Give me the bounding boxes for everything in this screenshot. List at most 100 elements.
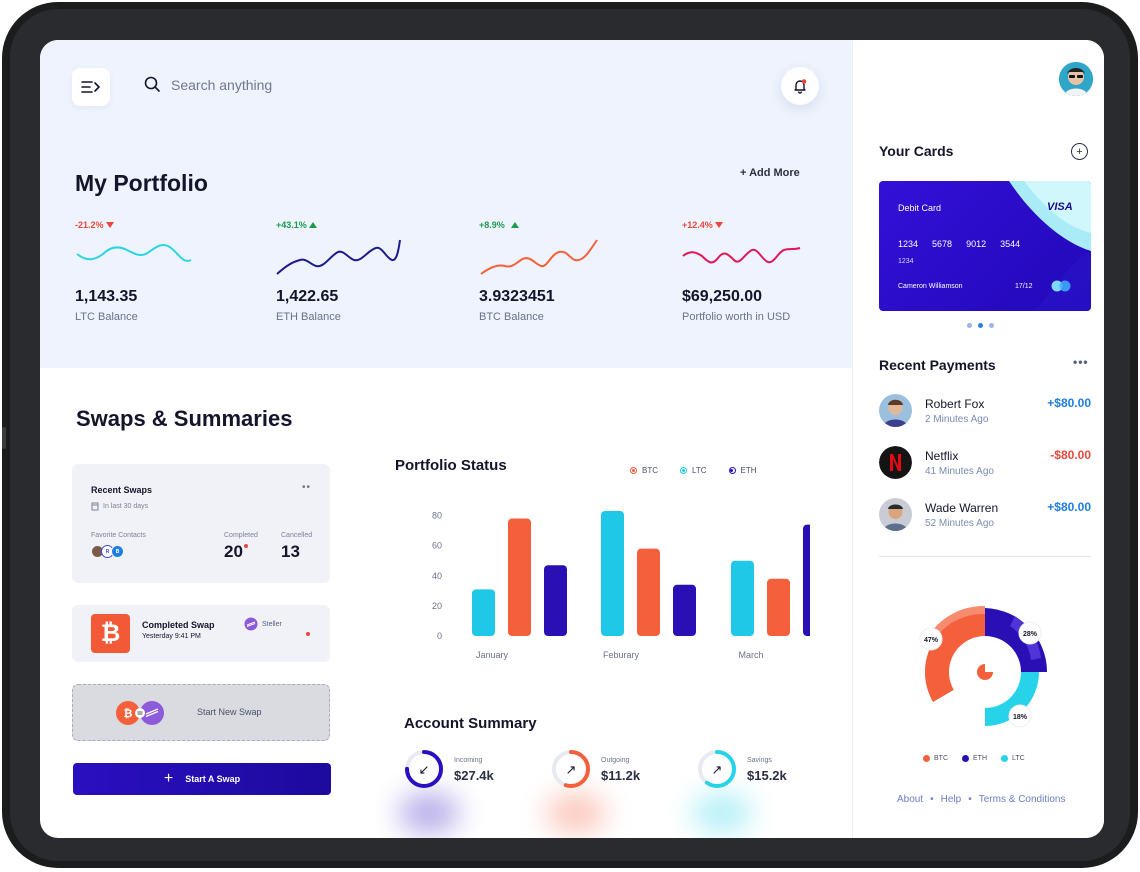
pie-center-icon bbox=[977, 664, 993, 680]
summary-label: Outgoing bbox=[601, 757, 630, 764]
card-type: Debit Card bbox=[898, 203, 942, 213]
plus-icon: + bbox=[1076, 145, 1083, 158]
payment-name: Wade Warren bbox=[925, 501, 999, 515]
legend-btc[interactable]: BTC bbox=[630, 466, 658, 475]
separator: • bbox=[930, 794, 934, 805]
usd-value: $69,250.00 bbox=[682, 288, 763, 305]
eth-balance-card[interactable]: +43.1% 1,422.65 ETH Balance bbox=[276, 220, 436, 323]
debit-card[interactable]: Debit Card VISA 1234 5678 9012 3544 1234… bbox=[879, 181, 1091, 311]
mastercard-icon bbox=[1051, 280, 1071, 292]
card-number-group: 5678 bbox=[932, 239, 953, 249]
subtitle-text: In last 30 days bbox=[103, 503, 149, 510]
terms-link[interactable]: Terms & Conditions bbox=[978, 794, 1066, 805]
account-summary-incoming[interactable]: ↙ Incoming $27.4k bbox=[399, 749, 524, 833]
portfolio-header-area: My Portfolio + Add More -21.2% 1,143.35 … bbox=[40, 40, 852, 368]
usd-worth-card[interactable]: +12.4% $69,250.00 Portfolio worth in USD bbox=[682, 220, 842, 323]
plus-icon: + bbox=[163, 770, 174, 787]
ltc-balance-card[interactable]: -21.2% 1,143.35 LTC Balance bbox=[75, 220, 235, 323]
menu-icon bbox=[81, 81, 100, 93]
bar-eth-feburary[interactable] bbox=[673, 584, 696, 636]
payment-time: 2 Minutes Ago bbox=[925, 414, 989, 425]
y-tick-label: 0 bbox=[437, 631, 442, 641]
steller-label: Steller bbox=[262, 620, 282, 628]
ltc-label: LTC Balance bbox=[75, 311, 138, 323]
divider bbox=[879, 556, 1091, 557]
visa-logo: VISA bbox=[1047, 201, 1073, 213]
right-panel: Your Cards + Debit Card VISA 1234 5678 9… bbox=[852, 40, 1104, 838]
card-expiry: 17/12 bbox=[1015, 283, 1033, 290]
glow-decoration bbox=[399, 793, 459, 833]
bar-ltc-january[interactable] bbox=[472, 589, 495, 636]
recent-swaps-card[interactable]: Recent Swaps •• In last 30 days Favorite… bbox=[72, 464, 330, 583]
summary-value: $11.2k bbox=[601, 768, 641, 783]
x-category-label: March bbox=[738, 650, 763, 660]
more-options-icon[interactable]: •• bbox=[302, 482, 312, 493]
payment-row[interactable]: Netflix 41 Minutes Ago -$80.00 bbox=[879, 446, 1091, 482]
pagination-dot[interactable] bbox=[989, 323, 994, 328]
legend-dot bbox=[962, 755, 969, 762]
label-bubble bbox=[919, 627, 943, 651]
payment-amount: +$80.00 bbox=[1047, 396, 1091, 410]
bar-ltc-feburary[interactable] bbox=[601, 511, 624, 636]
add-card-button[interactable]: + bbox=[1071, 143, 1088, 160]
donut-legend-ltc[interactable]: LTC bbox=[1001, 755, 1025, 762]
svg-text:₿: ₿ bbox=[124, 708, 133, 720]
legend-eth[interactable]: ETH bbox=[728, 466, 757, 475]
ltc-sparkline bbox=[76, 244, 192, 262]
payment-row[interactable]: Wade Warren 52 Minutes Ago +$80.00 bbox=[879, 498, 1091, 534]
bar-eth-march[interactable] bbox=[803, 524, 810, 636]
account-summary-outgoing[interactable]: ↗ Outgoing $11.2k bbox=[546, 749, 671, 833]
legend-dot bbox=[680, 467, 687, 474]
donut-legend-eth[interactable]: ETH bbox=[962, 755, 987, 762]
svg-text:↙: ↙ bbox=[419, 763, 430, 778]
donut-legend: BTC ETH LTC bbox=[923, 755, 1025, 762]
eth-sparkline bbox=[276, 239, 401, 275]
footer-links: About • Help • Terms & Conditions bbox=[897, 794, 1065, 805]
donut-segment-ltc[interactable] bbox=[985, 672, 1039, 726]
avatar-image bbox=[879, 498, 912, 531]
donut-legend-btc[interactable]: BTC bbox=[923, 755, 948, 762]
account-summary-savings[interactable]: ↗ Savings $15.2k bbox=[692, 749, 817, 833]
eth-change-value: +43.1% bbox=[276, 220, 307, 230]
card-number-short: 1234 bbox=[898, 258, 914, 265]
bar-eth-january[interactable] bbox=[544, 565, 567, 636]
legend-ltc[interactable]: LTC bbox=[680, 466, 707, 475]
eth-change: +43.1% bbox=[276, 220, 436, 230]
bar-ltc-march[interactable] bbox=[731, 560, 754, 636]
help-link[interactable]: Help bbox=[940, 794, 962, 805]
start-a-swap-button[interactable]: + Start A Swap bbox=[73, 763, 331, 795]
payment-name: Netflix bbox=[925, 449, 959, 463]
add-more-link[interactable]: + Add More bbox=[740, 167, 800, 179]
search-input[interactable] bbox=[171, 76, 371, 93]
netflix-avatar bbox=[879, 446, 912, 479]
svg-text:↗: ↗ bbox=[712, 763, 723, 778]
bar-btc-january[interactable] bbox=[508, 518, 531, 636]
pagination-dot-active[interactable] bbox=[978, 323, 983, 328]
start-new-swap-card[interactable]: ₿ Start New Swap bbox=[72, 684, 330, 741]
ltc-change: -21.2% bbox=[75, 220, 235, 230]
usd-change: +12.4% bbox=[682, 220, 842, 230]
portfolio-title: My Portfolio bbox=[75, 170, 208, 196]
legend-label: BTC bbox=[642, 466, 658, 475]
user-avatar[interactable] bbox=[1059, 62, 1093, 96]
bar-btc-march[interactable] bbox=[767, 578, 790, 636]
menu-button[interactable] bbox=[72, 68, 110, 106]
legend-dot bbox=[1001, 755, 1008, 762]
completed-swap-card[interactable]: ₿ Completed Swap Yesterday 9:41 PM Stell… bbox=[72, 605, 330, 662]
card-number-group: 9012 bbox=[966, 239, 987, 249]
donut-label-btc: 47% bbox=[924, 637, 939, 644]
btc-value: 3.9323451 bbox=[479, 288, 555, 305]
contact-avatar[interactable]: B bbox=[111, 545, 124, 558]
about-link[interactable]: About bbox=[897, 794, 924, 805]
btc-balance-card[interactable]: +8.9% 3.9323451 BTC Balance bbox=[479, 220, 639, 323]
favorite-contacts: R B bbox=[91, 545, 124, 558]
payment-row[interactable]: Robert Fox 2 Minutes Ago +$80.00 bbox=[879, 394, 1091, 430]
pagination-dot[interactable] bbox=[967, 323, 972, 328]
bar-btc-feburary[interactable] bbox=[637, 548, 660, 636]
account-summary-title: Account Summary bbox=[404, 715, 537, 732]
legend-label: LTC bbox=[692, 466, 707, 475]
chart-legend: BTC LTC ETH bbox=[630, 466, 757, 475]
more-options-icon[interactable]: ••• bbox=[1073, 355, 1089, 369]
notification-button[interactable] bbox=[781, 67, 819, 105]
user-avatar-image bbox=[1059, 62, 1093, 96]
